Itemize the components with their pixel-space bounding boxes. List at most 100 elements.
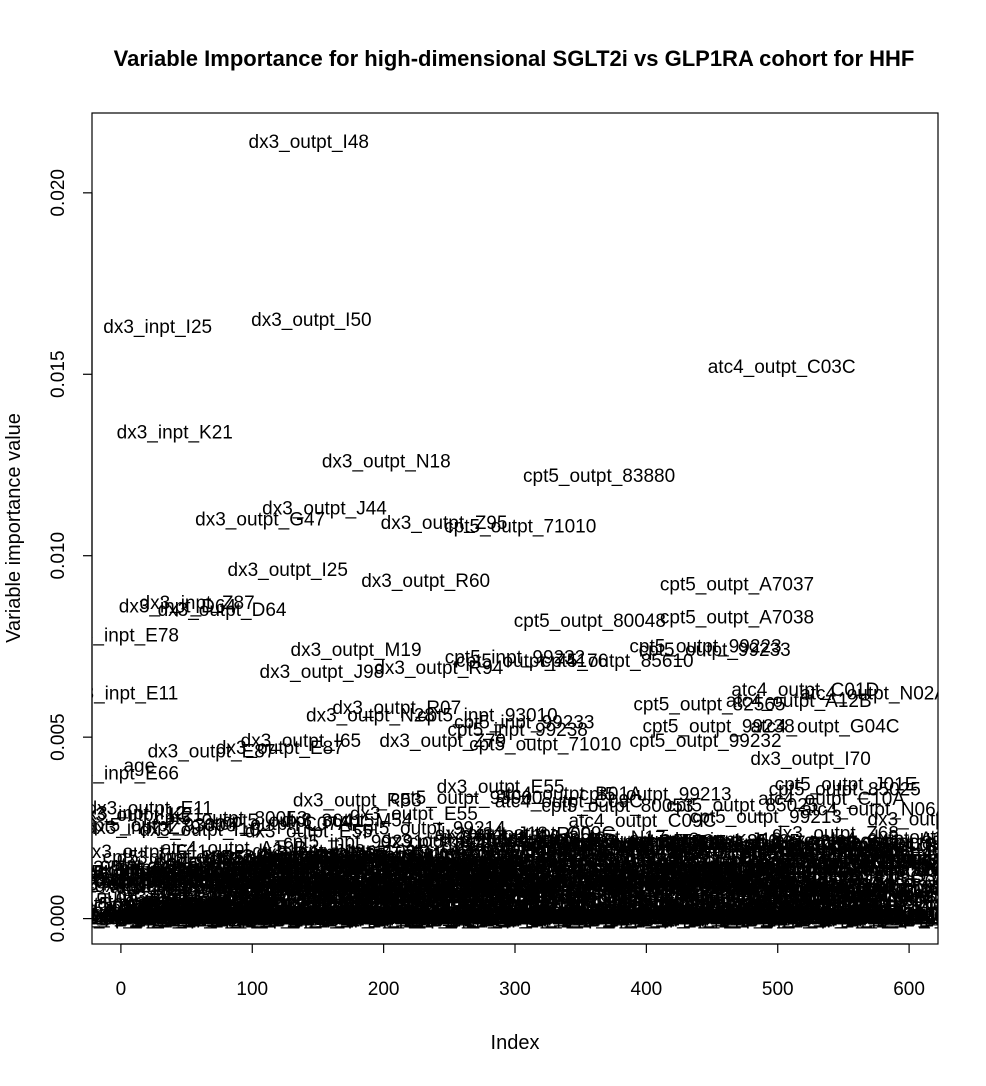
variable-label: dx3_outpt_I10 xyxy=(465,893,585,914)
variable-label: dx3_outpt_M54 xyxy=(309,903,440,924)
variable-label: dx3_outpt_K21 xyxy=(500,869,628,890)
variable-label: dx3_outpt_I10 xyxy=(518,888,638,909)
point-label: cpt5_inpt_93010 xyxy=(417,705,558,726)
point-label: cpt5_inpt_99233 xyxy=(454,713,595,734)
variable-label: dx3_outpt_Z68 xyxy=(412,860,539,881)
variable-label: dx3_outpt_E11 xyxy=(423,886,549,907)
variable-label: dx3_outpt_M54 xyxy=(823,841,954,862)
variable-label: cpt5_outpt_80053 xyxy=(741,842,893,863)
variable-label: dx3_outpt_R06 xyxy=(405,862,534,883)
variable-label: dx3_inpt_N17 xyxy=(275,905,392,926)
variable-label: cpt5_outpt_36415 xyxy=(294,909,446,930)
variable-label: atc4_outpt_C08C xyxy=(708,833,856,854)
variable-label: atc4_outpt_C08C xyxy=(817,904,965,925)
variable-label: cpt5_outpt_85025 xyxy=(648,831,800,852)
variable-label: cpt5_outpt_99213 xyxy=(300,908,452,929)
variable-label: dx3_outpt_R06 xyxy=(574,908,703,929)
variable-label: cpt5_outpt_93000 xyxy=(606,872,758,893)
variable-label: atc4_outpt_C09C xyxy=(318,904,466,925)
variable-label: dx3_outpt_K21 xyxy=(593,876,721,897)
variable-label: dx3_outpt_R00 xyxy=(791,835,920,856)
variable-label: cpt5_outpt_85025 xyxy=(582,863,734,884)
variable-label: cpt5_outpt_99213 xyxy=(473,875,625,896)
variable-label: dx3_inpt_N17 xyxy=(316,903,433,924)
variable-label: dx3_outpt_I10 xyxy=(432,885,552,906)
variable-label: cpt5_outpt_83036 xyxy=(685,860,837,881)
y-axis: 0.000 0.005 0.010 0.015 0.020 xyxy=(48,169,93,942)
variable-label: cpt5_inpt_99291 xyxy=(283,832,424,853)
variable-label: dx3_outpt_Z00 xyxy=(475,906,602,927)
variable-label: dx3_inpt_I48 xyxy=(627,898,736,919)
variable-label: dx3_outpt_R00 xyxy=(500,906,629,927)
variable-label: dx3_outpt_M54 xyxy=(482,876,613,897)
variable-label: cpt5_outpt_99214 xyxy=(867,904,986,925)
variable-label: dx3_outpt_M25 xyxy=(647,909,778,930)
variable-label: dx3_outpt_E11 xyxy=(654,908,780,929)
variable-label: dx3_outpt_R00 xyxy=(462,825,591,846)
variable-label: cpt5_outpt_80053 xyxy=(216,909,368,930)
variable-label: atc4_outpt_A10B xyxy=(860,848,986,869)
variable-label: dx3_outpt_K21 xyxy=(718,857,846,878)
variable-label: atc4_outpt_B01A xyxy=(77,901,223,922)
variable-label: atc4_outpt_C09C xyxy=(588,869,736,890)
variable-label: dx3_inpt_N17 xyxy=(548,828,665,849)
variable-label: cpt5_outpt_36415 xyxy=(222,811,374,832)
variable-label: cpt5_outpt_85025 xyxy=(761,852,913,873)
point-label: cpt5_outpt_71010 xyxy=(444,517,596,538)
variable-label: dx3_outpt_E55 xyxy=(564,857,692,878)
point-label: cpt5_inpt_99238 xyxy=(447,720,588,741)
variable-label: atc4_outpt_H03A xyxy=(327,891,474,912)
variable-label: atc4_outpt_B01A xyxy=(199,870,345,891)
variable-label: cpt5_outpt_36415 xyxy=(602,871,754,892)
variable-label: atc4_outpt_C09C xyxy=(282,842,430,863)
variable-label: dx3_outpt_E78 xyxy=(127,900,255,921)
variable-label: cpt5_outpt_83036 xyxy=(669,878,821,899)
x-tick-label: 100 xyxy=(236,979,268,1000)
variable-label: atc4_outpt_C09C xyxy=(290,897,438,918)
variable-label: dx3_inpt_J18 xyxy=(698,905,811,926)
point-label: dx3_outpt_I48 xyxy=(249,132,369,153)
variable-label: cpt5_outpt_99214 xyxy=(710,904,863,925)
variable-label: cpt5_outpt_80053 xyxy=(405,900,557,921)
variable-label: dx3_outpt_I10 xyxy=(94,861,214,882)
variable-label: dx3_outpt_I10 xyxy=(474,881,594,902)
variable-label: dx3_outpt_M54 xyxy=(708,855,839,876)
variable-label: dx3_outpt_R53 xyxy=(85,905,214,926)
variable-label: dx3_outpt_I10 xyxy=(419,901,539,922)
variable-label: atc4_outpt_A10B xyxy=(643,858,789,879)
variable-label: atc4_outpt_H03A xyxy=(714,900,861,921)
variable-label: cpt5_outpt_99214 xyxy=(678,873,831,894)
variable-label: dx3_outpt_E55 xyxy=(868,809,986,830)
variable-label: dx3_inpt_I48 xyxy=(681,865,790,886)
chart-title: Variable Importance for high-dimensional… xyxy=(114,46,915,71)
variable-label: atc4_outpt_B01A xyxy=(752,891,898,912)
point-label: dx3_outpt_D64 xyxy=(158,600,287,621)
variable-label: atc4_outpt_B01A xyxy=(705,875,851,896)
variable-label: dx3_outpt_I10 xyxy=(715,906,835,927)
variable-label: dx3_inpt_J18 xyxy=(535,840,648,861)
variable-label: cpt5_outpt_83036 xyxy=(568,906,720,927)
point-label: atc4_outpt_G04C xyxy=(751,716,900,737)
variable-label: atc4_outpt_C07A xyxy=(599,875,746,896)
variable-label: dx3_inpt_I48 xyxy=(216,908,325,929)
variable-label: cpt5_outpt_83036 xyxy=(72,865,224,886)
variable-label: dx3_outpt_E55 xyxy=(441,868,569,889)
variable-label: atc4_outpt_H03A xyxy=(804,877,951,898)
variable-label: atc4_outpt_C07A xyxy=(243,896,390,917)
variable-label: dx3_outpt_E78 xyxy=(596,909,724,930)
variable-label: cpt5_outpt_99213 xyxy=(610,863,762,884)
variable-label: dx3_outpt_E11 xyxy=(181,908,307,929)
variable-label: dx3_outpt_Z00 xyxy=(791,906,918,927)
variable-label: cpt5_outpt_36415 xyxy=(452,909,604,930)
variable-label: dx3_outpt_I10 xyxy=(242,906,362,927)
variable-label: dx3_outpt_I10 xyxy=(836,909,956,930)
variable-label: cpt5_outpt_99213 xyxy=(704,834,856,855)
variable-label: cpt5_outpt_93000 xyxy=(377,847,529,868)
variable-label: dx3_outpt_Z68 xyxy=(206,901,333,922)
variable-label: dx3_outpt_E78 xyxy=(358,899,486,920)
variable-label: cpt5_outpt_80053 xyxy=(762,876,914,897)
variable-label: atc4_outpt_H03A xyxy=(171,880,318,901)
variable-label: atc4_outpt_C09C xyxy=(495,792,643,813)
variable-label: cpt5_outpt_99214 xyxy=(137,898,290,919)
variable-label: cpt5_outpt_36415 xyxy=(645,858,797,879)
